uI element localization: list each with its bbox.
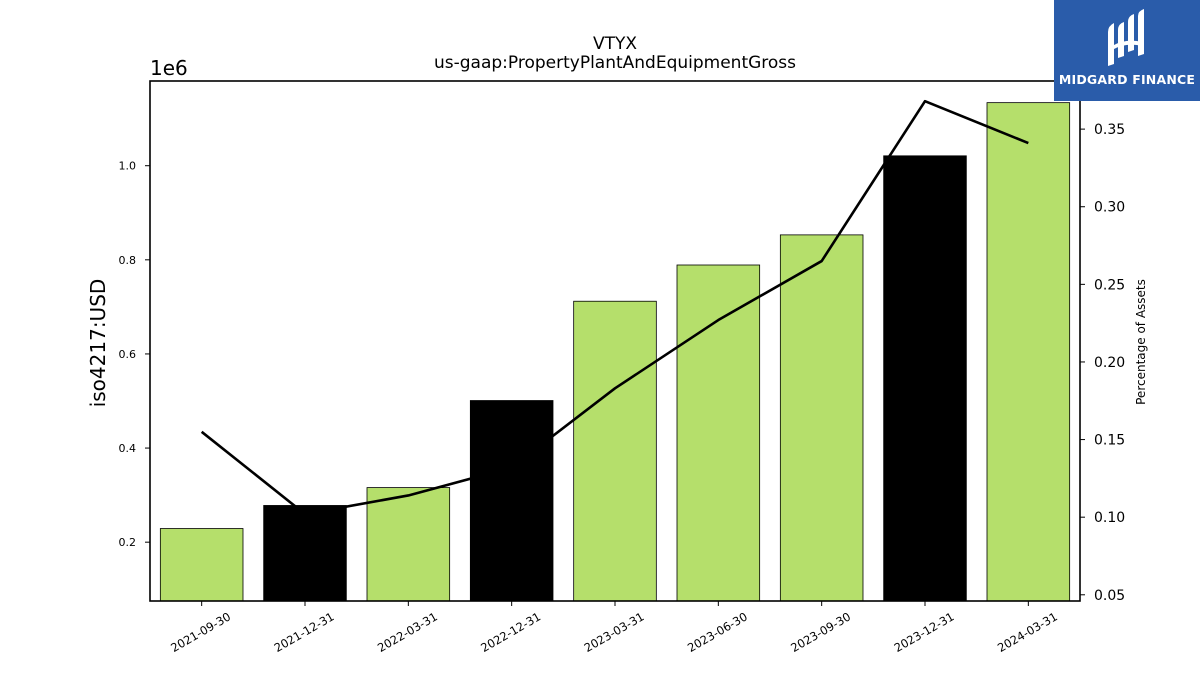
bar xyxy=(366,487,451,602)
midgard-logo-icon xyxy=(1108,9,1144,66)
percentage-line-layer xyxy=(200,99,1029,516)
y2-tick-label: 0.10 xyxy=(1094,510,1125,526)
y-tick-label: 0.8 xyxy=(119,254,137,267)
bar xyxy=(573,300,657,602)
y2-tick-label: 0.25 xyxy=(1094,277,1125,293)
x-tick-label: 2022-03-31 xyxy=(375,609,440,655)
x-tick-label: 2023-12-31 xyxy=(892,609,957,655)
y-tick-label: 0.4 xyxy=(119,442,137,455)
bar xyxy=(883,155,967,602)
y2-tick-label: 0.15 xyxy=(1094,433,1125,449)
bar xyxy=(676,264,761,602)
bar xyxy=(986,102,1071,602)
bars-layer xyxy=(159,102,1071,602)
chart-title: VTYX xyxy=(593,34,637,54)
x-tick-label: 2023-03-31 xyxy=(582,609,647,655)
bar xyxy=(159,528,244,602)
bar xyxy=(263,505,347,602)
x-tick-label: 2024-03-31 xyxy=(995,609,1060,655)
x-tick-label: 2023-06-30 xyxy=(685,609,750,655)
x-tick-label: 2021-09-30 xyxy=(168,609,233,655)
bar xyxy=(469,400,554,602)
chart-subtitle: us-gaap:PropertyPlantAndEquipmentGross xyxy=(434,53,796,73)
x-tick-label: 2021-12-31 xyxy=(272,609,337,655)
y2-tick-label: 0.05 xyxy=(1094,588,1125,604)
y-offset-label: 1e6 xyxy=(150,56,188,80)
y2-tick-label: 0.30 xyxy=(1094,200,1125,216)
midgard-finance-logo: MIDGARD FINANCE xyxy=(1054,0,1200,101)
bar xyxy=(779,234,864,602)
x-tick-label: 2023-09-30 xyxy=(788,609,853,655)
y-tick-label: 0.2 xyxy=(119,536,137,549)
y2-tick-label: 0.35 xyxy=(1094,122,1125,138)
logo-text: MIDGARD FINANCE xyxy=(1058,72,1196,87)
percentage-line xyxy=(200,99,1029,516)
y-axis-label: iso4217:USD xyxy=(86,279,110,408)
y2-tick-label: 0.20 xyxy=(1094,355,1125,371)
x-tick-label: 2022-12-31 xyxy=(478,609,543,655)
y-tick-label: 0.6 xyxy=(119,348,137,361)
y2-axis-label: Percentage of Assets xyxy=(1134,279,1148,405)
y-tick-label: 1.0 xyxy=(119,160,137,173)
